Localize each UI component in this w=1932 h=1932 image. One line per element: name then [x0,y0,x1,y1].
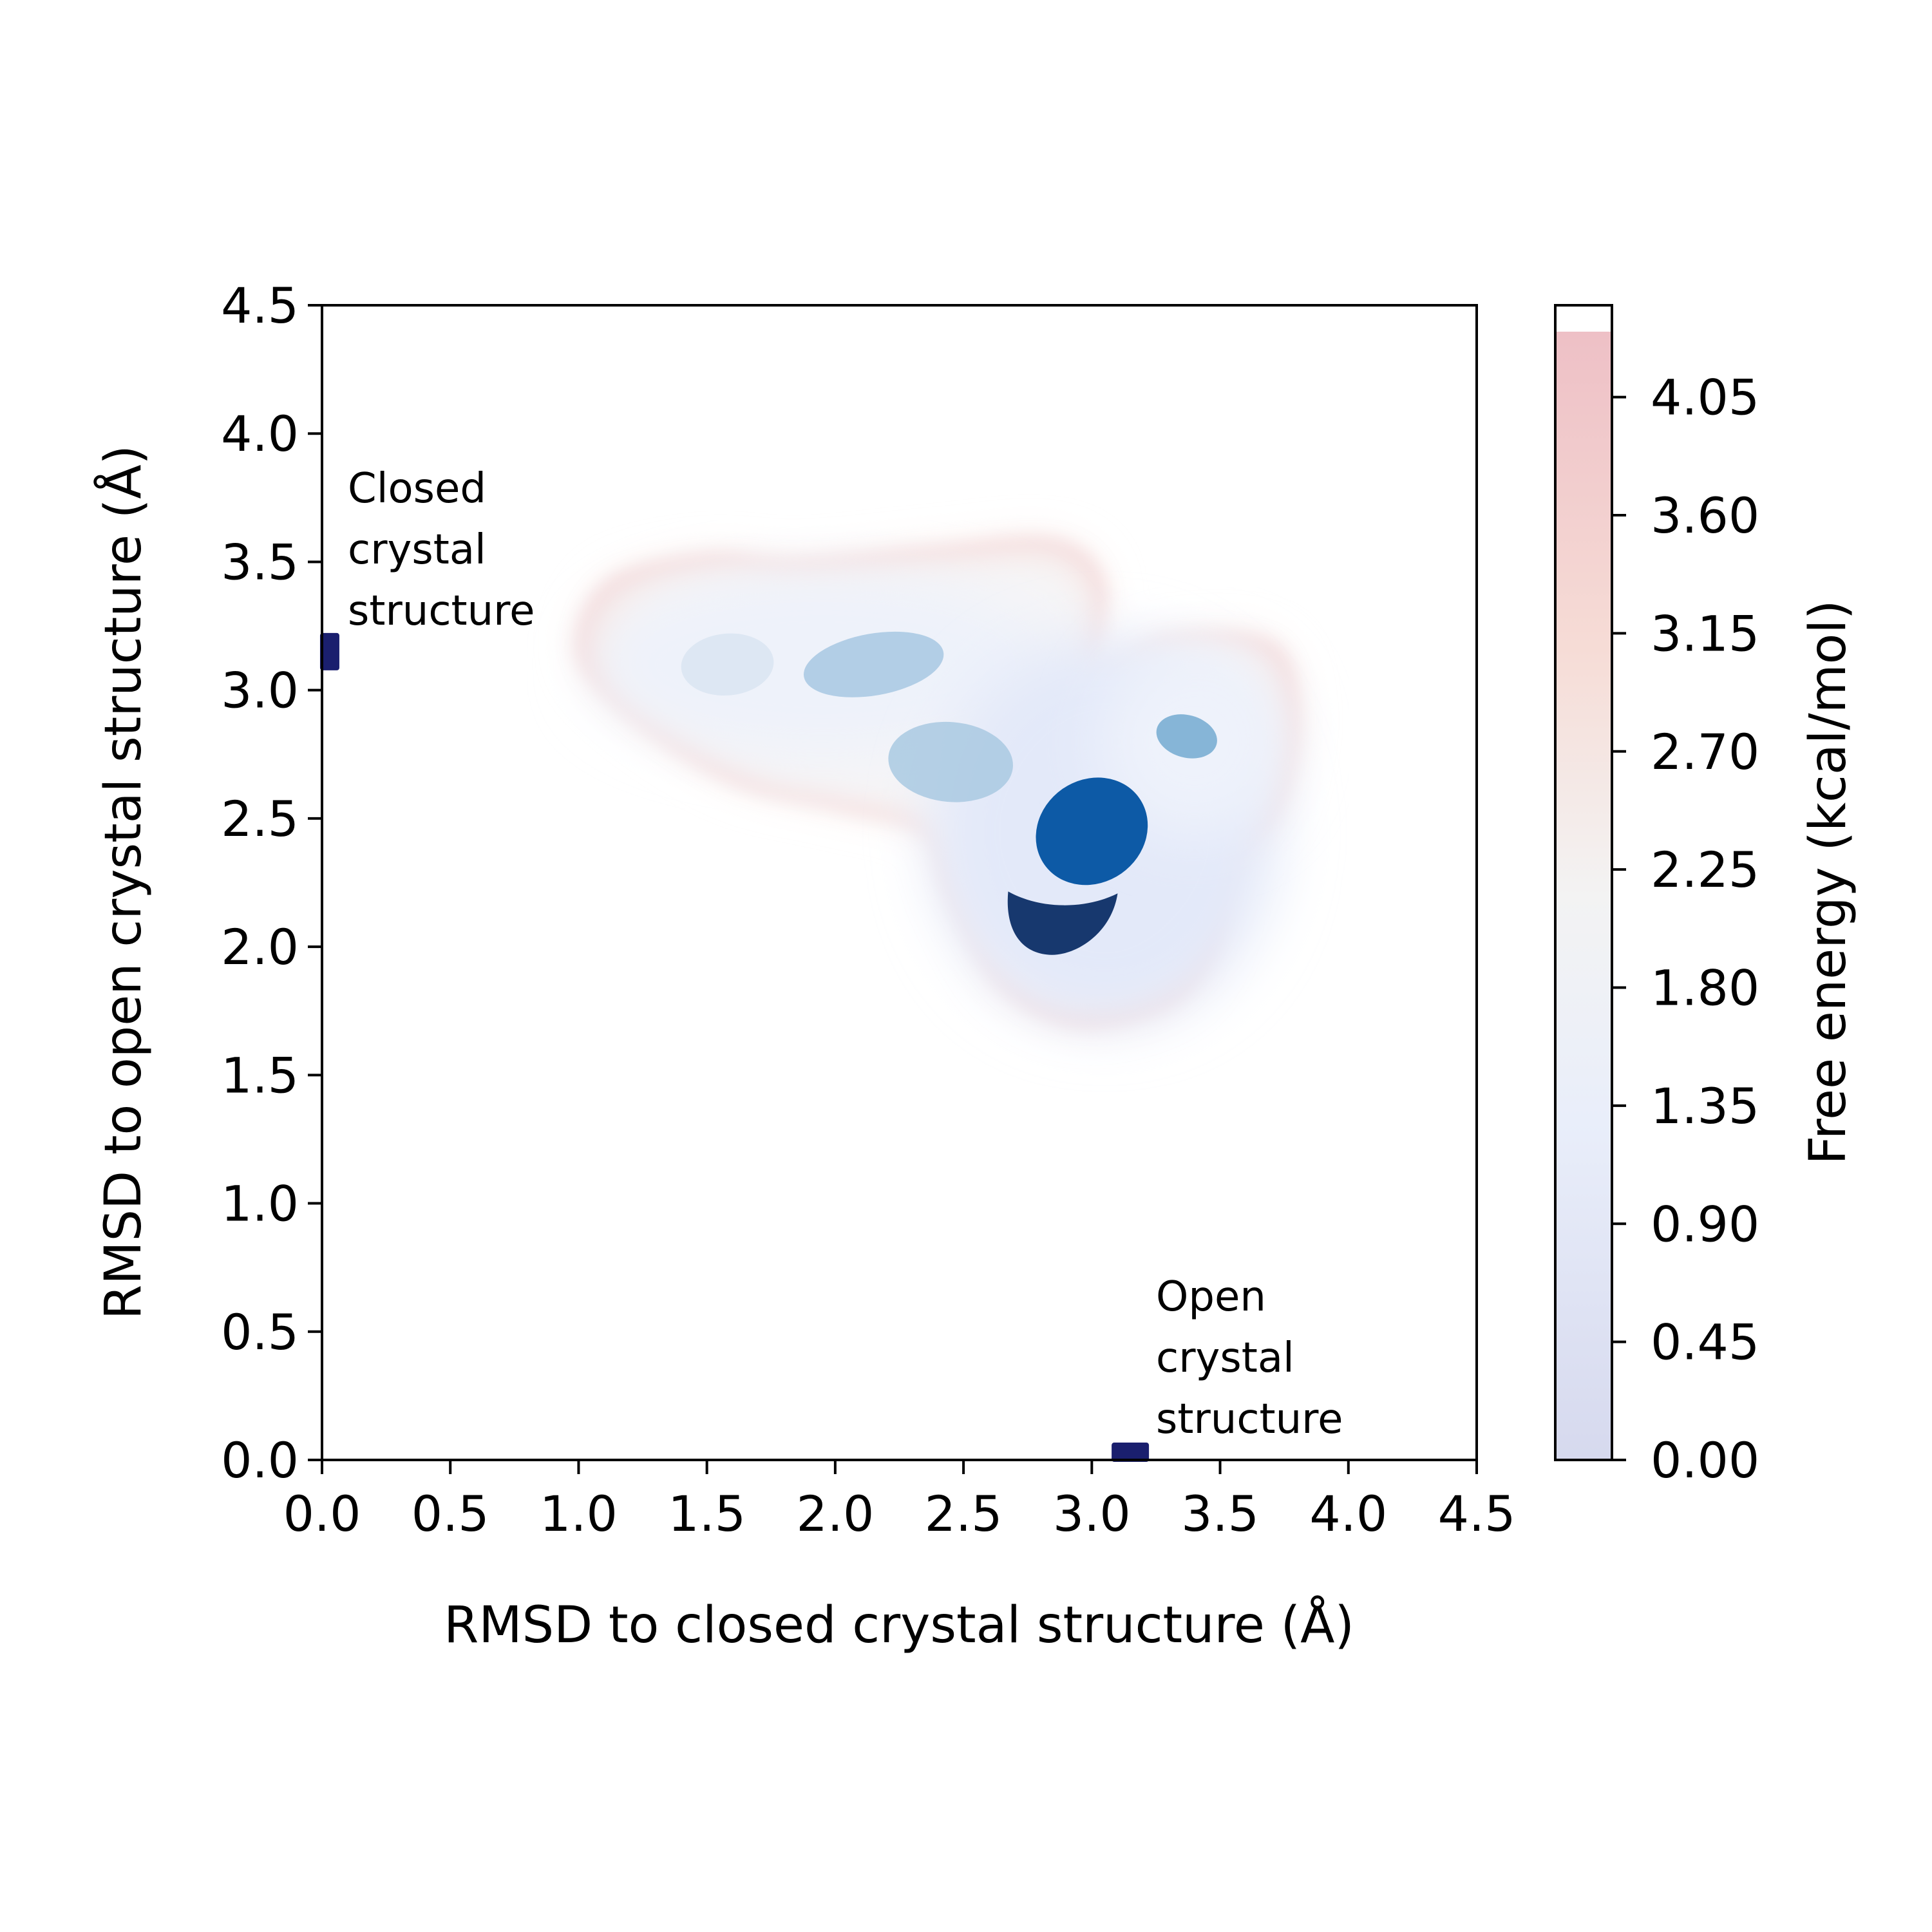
x-axis-label: RMSD to closed crystal structure (Å) [444,1595,1354,1654]
y-tick-label: 4.5 [221,277,299,334]
x-tick-label: 1.5 [668,1485,746,1542]
y-axis-label: RMSD to open crystal structure (Å) [93,445,153,1320]
x-tick-label: 3.0 [1053,1485,1131,1542]
energy-basin-6 [1007,891,1118,955]
open-crystal-marker [1112,1443,1150,1463]
open-structure-annotation: Open crystal structure [1156,1273,1343,1443]
x-tick-label: 1.0 [540,1485,618,1542]
colorbar-tick-label: 0.45 [1651,1314,1759,1371]
y-tick-label: 4.0 [221,405,299,462]
colorbar-frame [1554,304,1613,1461]
colorbar: 0.00 0.45 0.90 1.35 1.80 2.25 2.70 3.15 3.60 4.05… [1554,304,1857,1489]
x-tick-label: 2.0 [796,1485,874,1542]
y-tick-label: 3.0 [221,662,299,719]
x-tick-label: 4.0 [1309,1485,1387,1542]
y-axis-ticks: 0.0 0.5 1.0 1.5 2.0 2.5 3.0 3.5 4.0 4.5 [221,277,322,1489]
energy-basin-4 [1156,714,1217,759]
colorbar-fill [1555,332,1612,1460]
crystal-structure-markers [319,632,1150,1463]
energy-basin-2 [804,631,944,697]
y-tick-label: 3.5 [221,533,299,591]
colorbar-tick-label: 2.70 [1651,723,1759,781]
colorbar-tick-label: 3.60 [1651,487,1759,544]
colorbar-tick-label: 1.35 [1651,1077,1759,1135]
closed-annotation-line-2: crystal [348,526,486,574]
plot-frame [321,304,1478,1461]
colorbar-tick-label: 0.90 [1651,1195,1759,1253]
closed-annotation-line-1: Closed [348,465,486,513]
x-tick-label: 3.5 [1181,1485,1259,1542]
energy-basins [681,631,1217,955]
colorbar-label: Free energy (kcal/mol) [1799,600,1857,1165]
x-tick-label: 0.5 [412,1485,489,1542]
colorbar-tick-label: 1.80 [1651,960,1759,1017]
colorbar-tick-label: 0.00 [1651,1432,1759,1489]
colorbar-tick-label: 2.25 [1651,841,1759,898]
energy-basin-3 [888,721,1013,802]
x-tick-label: 4.5 [1438,1485,1516,1542]
x-tick-label: 2.5 [925,1485,1003,1542]
open-annotation-line-2: crystal [1156,1334,1294,1382]
open-annotation-line-1: Open [1156,1273,1266,1321]
y-tick-label: 0.5 [221,1303,299,1361]
energy-basin-1 [681,633,774,696]
closed-crystal-marker [319,632,339,670]
colorbar-ticks: 0.00 0.45 0.90 1.35 1.80 2.25 2.70 3.15 3.60 4.05 [1612,369,1759,1489]
y-tick-label: 2.5 [221,790,299,848]
y-tick-label: 0.0 [221,1432,299,1489]
x-tick-label: 0.0 [283,1485,361,1542]
x-axis-ticks: 0.0 0.5 1.0 1.5 2.0 2.5 3.0 3.5 4.0 4.5 [283,1460,1516,1542]
open-annotation-line-3: structure [1156,1396,1343,1443]
y-tick-label: 1.5 [221,1046,299,1104]
energy-basin-5 [1036,777,1148,886]
y-tick-label: 2.0 [221,918,299,976]
colorbar-tick-label: 4.05 [1651,369,1759,426]
closed-structure-annotation: Closed crystal structure [348,465,535,635]
y-tick-label: 1.0 [221,1175,299,1233]
closed-annotation-line-3: structure [348,587,535,635]
colorbar-tick-label: 3.15 [1651,605,1759,662]
